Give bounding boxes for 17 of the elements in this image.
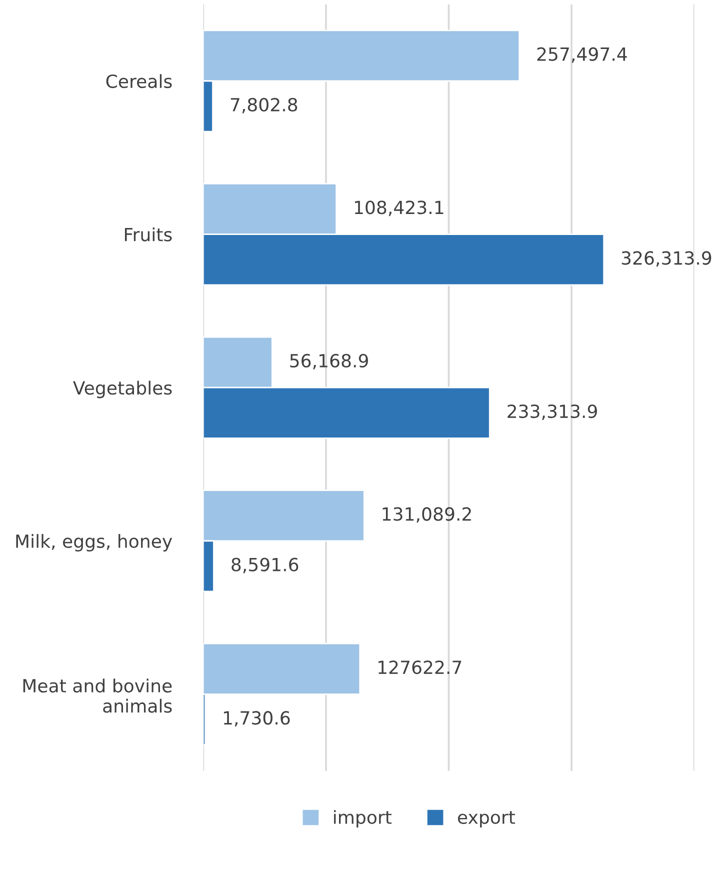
data-label: 7,802.8 <box>230 98 298 114</box>
data-label: 326,313.9 <box>622 251 712 267</box>
data-label: 257,497.4 <box>537 47 627 63</box>
y-tick-label: Meat and bovine animals <box>23 678 172 713</box>
data-label: 8,591.6 <box>232 558 298 574</box>
data-label: 56,168.9 <box>290 354 368 370</box>
data-label: 233,313.9 <box>508 404 597 420</box>
data-label: 1,730.6 <box>224 711 290 727</box>
legend-label: import <box>334 810 392 828</box>
data-label: 108,423.1 <box>354 200 444 216</box>
legend-label: export <box>458 811 516 828</box>
data-label: 131,089.2 <box>382 507 471 523</box>
y-tick-label: Fruits <box>124 227 172 242</box>
y-tick-label: Vegetables <box>73 380 172 398</box>
data-label: 127622.7 <box>378 660 462 674</box>
y-tick-label: Cereals <box>106 74 172 88</box>
y-tick-label: Milk, eggs, honey <box>16 534 172 552</box>
